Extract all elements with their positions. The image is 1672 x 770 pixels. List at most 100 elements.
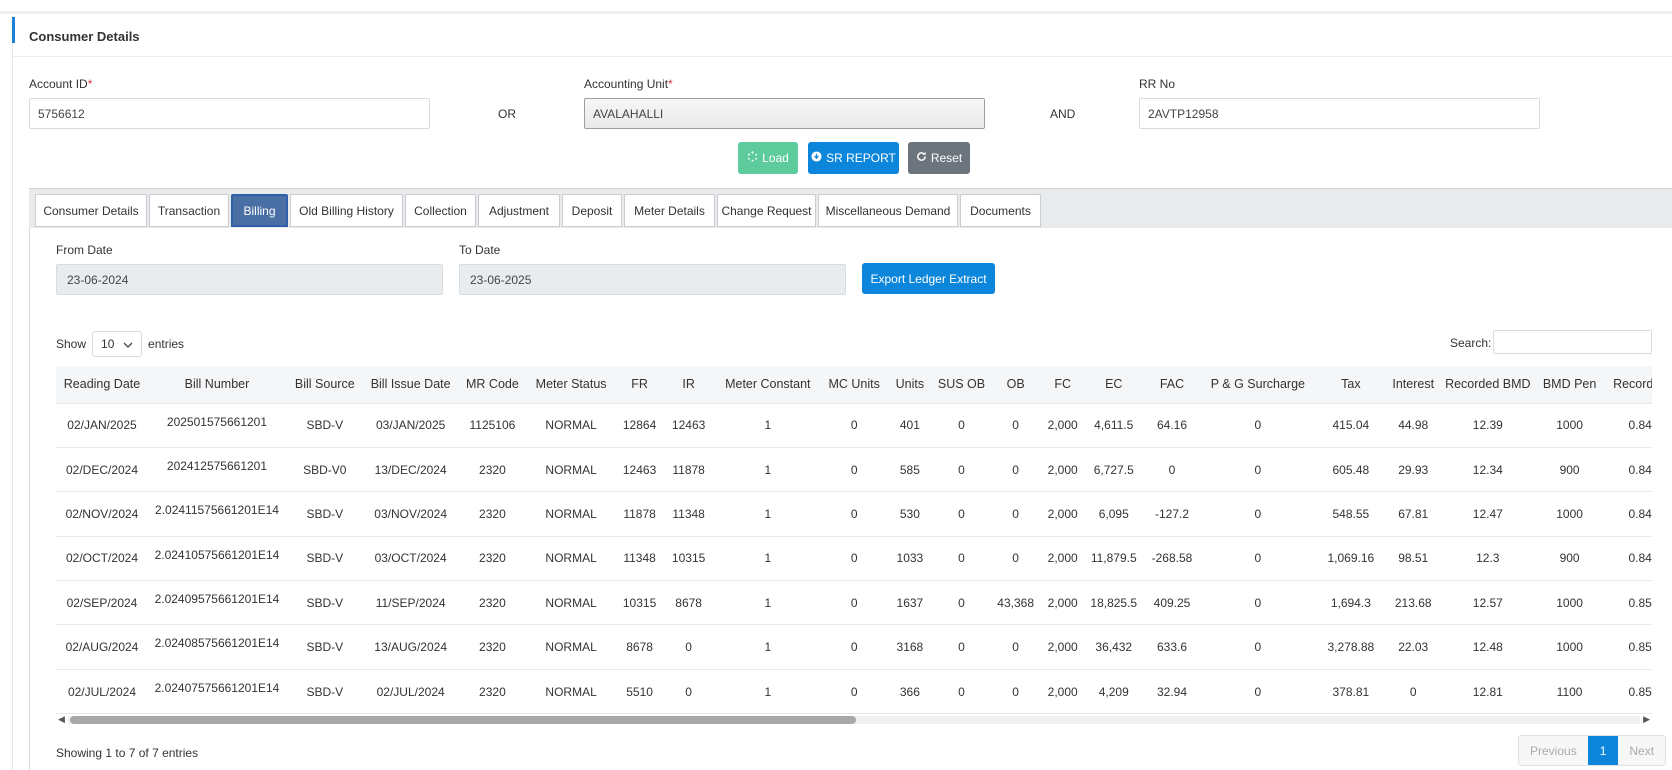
- tab-consumer-details[interactable]: Consumer Details: [35, 194, 147, 227]
- tab-miscellaneous-demand[interactable]: Miscellaneous Demand: [818, 194, 958, 227]
- table-cell: 11878: [615, 491, 665, 537]
- page-1-button[interactable]: 1: [1587, 736, 1619, 765]
- column-header[interactable]: Meter Status: [527, 366, 616, 404]
- column-header[interactable]: Meter Constant: [713, 366, 823, 404]
- table-cell: 0: [933, 403, 990, 448]
- table-cell: 0: [822, 580, 886, 626]
- table-cell: NORMAL: [527, 403, 616, 448]
- column-header[interactable]: Tax: [1316, 366, 1386, 404]
- show-label: Show: [56, 337, 87, 351]
- tab-billing[interactable]: Billing: [231, 194, 288, 227]
- or-text: OR: [498, 107, 516, 121]
- export-ledger-button[interactable]: Export Ledger Extract: [862, 263, 995, 294]
- tab-old-billing-history[interactable]: Old Billing History: [290, 194, 403, 227]
- column-header[interactable]: Units: [885, 366, 934, 404]
- table-cell: 1: [713, 447, 823, 493]
- accounting-unit-select[interactable]: AVALAHALLI: [584, 98, 985, 129]
- table-cell: 12.39: [1440, 403, 1535, 448]
- from-date-input[interactable]: 23-06-2024: [56, 264, 443, 295]
- table-cell: 2,000: [1042, 624, 1084, 670]
- table-cell: 202412575661201: [147, 447, 286, 493]
- column-header[interactable]: Interest: [1385, 366, 1441, 404]
- column-header[interactable]: OB: [989, 366, 1043, 404]
- table-cell: 585: [885, 447, 934, 493]
- next-button[interactable]: Next: [1618, 736, 1666, 765]
- column-header[interactable]: Recorded BMD: [1440, 366, 1535, 404]
- tab-transaction[interactable]: Transaction: [149, 194, 229, 227]
- tab-change-request[interactable]: Change Request: [717, 194, 816, 227]
- table-cell: 0: [989, 624, 1043, 670]
- to-date-input[interactable]: 23-06-2025: [459, 264, 846, 295]
- sr-report-button[interactable]: SR REPORT: [808, 142, 899, 174]
- load-button[interactable]: Load: [738, 142, 798, 174]
- account-id-input[interactable]: 5756612: [29, 98, 430, 129]
- column-header[interactable]: SUS OB: [933, 366, 990, 404]
- table-row: 02/JUL/2024 2.02407575661201E14 SBD-V 02/JU…: [56, 669, 1652, 714]
- tab-adjustment[interactable]: Adjustment: [478, 194, 560, 227]
- table-cell: 44.98: [1385, 403, 1441, 448]
- table-cell: 10315: [664, 536, 714, 582]
- table-row: 02/JAN/2025 202501575661201 SBD-V 03/JAN/20…: [56, 403, 1652, 448]
- column-header[interactable]: Bill Issue Date: [363, 366, 458, 404]
- table-cell: 0: [933, 536, 990, 582]
- table-cell: 378.81: [1316, 669, 1386, 714]
- billing-table: Reading Date Bill Number Bill Source Bill I…: [56, 366, 1652, 714]
- content-border: [29, 228, 30, 770]
- reset-button[interactable]: Reset: [908, 142, 970, 174]
- table-cell: 11/SEP/2024: [363, 580, 458, 626]
- table-cell: 4,611.5: [1083, 403, 1145, 448]
- previous-button[interactable]: Previous: [1519, 736, 1588, 765]
- tab-documents[interactable]: Documents: [960, 194, 1041, 227]
- column-header[interactable]: EC: [1083, 366, 1145, 404]
- table-cell: 900: [1534, 447, 1605, 493]
- scroll-left-arrow-icon[interactable]: ◀: [58, 714, 65, 724]
- table-cell: -127.2: [1144, 491, 1200, 537]
- table-cell: 1125106: [457, 403, 528, 448]
- table-cell: 67.81: [1385, 491, 1441, 537]
- column-header[interactable]: BMD Pen: [1534, 366, 1605, 404]
- table-cell: 6,095: [1083, 491, 1145, 537]
- table-cell: 12.3: [1440, 536, 1535, 582]
- scroll-right-arrow-icon[interactable]: ▶: [1643, 714, 1650, 724]
- column-header[interactable]: Reading Date: [56, 366, 148, 404]
- sr-report-label: SR REPORT: [826, 151, 896, 165]
- column-header[interactable]: FAC: [1144, 366, 1200, 404]
- spinner-icon: [747, 151, 758, 165]
- horizontal-scrollbar[interactable]: ◀ ▶: [56, 713, 1652, 727]
- table-cell: 0: [933, 580, 990, 626]
- column-header[interactable]: FR: [615, 366, 665, 404]
- table-cell: 64.16: [1144, 403, 1200, 448]
- entries-select[interactable]: 10: [92, 331, 143, 357]
- table-cell: 98.51: [1385, 536, 1441, 582]
- column-header[interactable]: MR Code: [457, 366, 528, 404]
- show-entries-control: Show 10 entries: [56, 331, 184, 357]
- tab-meter-details[interactable]: Meter Details: [624, 194, 715, 227]
- table-cell: 18,825.5: [1083, 580, 1145, 626]
- search-input[interactable]: [1493, 330, 1652, 354]
- column-header[interactable]: Bill Number: [147, 366, 286, 404]
- table-header-row: Reading Date Bill Number Bill Source Bill I…: [56, 366, 1652, 404]
- table-cell: 2.02408575661201E14: [147, 624, 286, 670]
- tab-deposit[interactable]: Deposit: [562, 194, 622, 227]
- column-header[interactable]: Recorded: [1604, 366, 1652, 404]
- column-header[interactable]: P & G Surcharge: [1199, 366, 1317, 404]
- table-cell: 10315: [615, 580, 665, 626]
- table-cell: SBD-V0: [285, 447, 364, 493]
- table-cell: 0: [822, 447, 886, 493]
- table-cell: 0: [933, 624, 990, 670]
- table-cell: NORMAL: [527, 669, 616, 714]
- column-header[interactable]: IR: [664, 366, 714, 404]
- column-header[interactable]: Bill Source: [285, 366, 364, 404]
- table-cell: 3168: [885, 624, 934, 670]
- scroll-thumb[interactable]: [70, 716, 856, 724]
- panel-title: Consumer Details: [29, 29, 140, 44]
- table-cell: 1: [713, 491, 823, 537]
- table-cell: 8678: [615, 624, 665, 670]
- column-header[interactable]: FC: [1042, 366, 1084, 404]
- table-cell: 1: [713, 669, 823, 714]
- column-header[interactable]: MC Units: [822, 366, 886, 404]
- table-cell: 12864: [615, 403, 665, 448]
- tab-collection[interactable]: Collection: [405, 194, 476, 227]
- rr-no-input[interactable]: 2AVTP12958: [1139, 98, 1540, 129]
- table-cell: 0.84: [1604, 536, 1652, 582]
